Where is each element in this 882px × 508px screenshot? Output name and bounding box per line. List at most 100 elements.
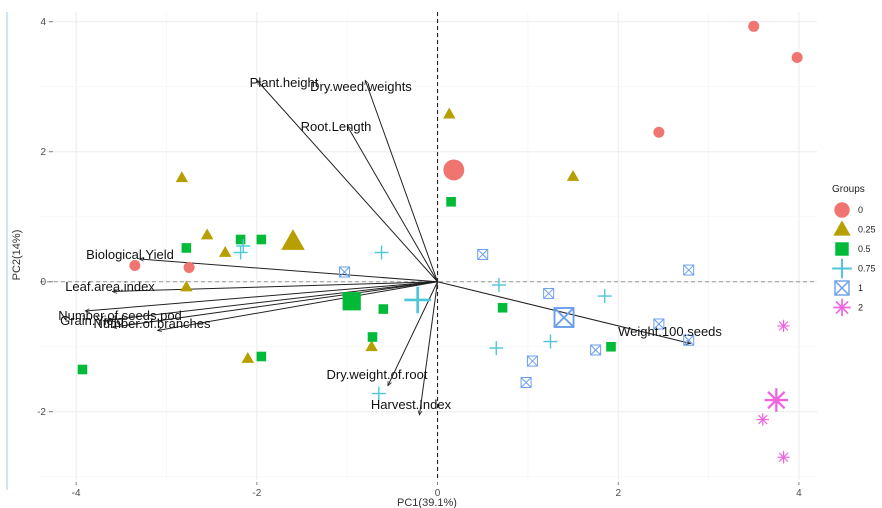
loading-label: Plant.height [250,75,319,90]
x-tick-label: -4 [72,488,81,499]
data-point [365,340,378,352]
x-tick-label: 2 [615,488,621,499]
data-point [497,302,508,313]
data-point [543,287,555,299]
data-point [683,264,695,276]
y-tick-label: 4 [40,17,46,28]
data-point [653,318,665,330]
legend-label: 1 [858,283,863,293]
data-point [590,344,602,356]
data-point [777,451,790,464]
legend-key [833,220,851,236]
data-point [777,319,790,333]
legend: Groups 0 0.25 0.5 0.75 1 2 [832,184,876,317]
x-tick-label: -2 [252,488,261,499]
legend-title: Groups [832,184,865,195]
data-point [180,280,193,292]
loading-arrow [257,80,438,283]
legend-key [833,298,851,317]
data-point [443,107,456,119]
y-tick-label: 2 [40,147,46,158]
data-point [183,261,195,273]
data-point [446,197,456,207]
data-point [338,266,350,278]
data-point [219,245,232,257]
data-point [653,126,665,138]
loading-label: Number.of.seeds.pod [58,308,182,323]
legend-label: 0.25 [858,225,876,235]
data-point [235,234,246,245]
grid-lines [40,12,817,480]
data-point [77,364,88,375]
legend-key [834,202,850,218]
group-centroid [443,159,465,181]
loading-arrows [85,80,690,415]
data-point [378,304,389,314]
data-point [491,278,506,292]
data-point [489,341,504,356]
loading-arrow [346,126,438,283]
data-point [683,334,695,346]
data-point [367,332,378,342]
legend-key [834,280,850,296]
data-point [748,20,760,32]
loading-label: Grain.Yield [60,313,124,328]
group-centroid [281,229,305,250]
data-point [756,413,769,426]
x-tick-label: 0 [435,488,441,499]
data-point [566,169,580,181]
loading-label: Harvest.Index [371,397,452,412]
data-point [256,234,267,245]
y-tick-label: -2 [37,407,46,418]
data-point [597,289,612,304]
data-point [241,351,255,363]
loading-label: Dry.weed.weights [310,79,412,94]
loading-arrow [157,281,438,331]
loading-label: Leaf.area.index [65,279,155,294]
x-tick-label: 4 [796,488,802,499]
loading-label: Biological.Yield [86,247,174,262]
loading-arrow [112,281,438,292]
data-point [256,351,267,362]
legend-key [832,258,852,279]
loading-arrow [419,281,439,415]
data-point [526,355,538,367]
loading-arrow [112,281,438,328]
loading-label: Dry.weight.of.root [327,367,428,382]
group-centroid [404,286,431,314]
legend-label: 0 [858,205,863,215]
data-point [236,239,251,253]
group-centroid [342,292,361,311]
data-point [543,334,558,349]
group-centroid [553,307,575,328]
loading-label: Number.of.branches [93,316,211,331]
loading-label: Weight.100.seeds [618,324,722,339]
data-points [77,20,803,464]
loading-arrow [365,80,439,282]
data-point [233,245,248,260]
loading-arrow [103,281,438,321]
data-point [371,386,386,401]
data-point [200,228,214,240]
data-point [477,248,489,260]
x-axis-title: PC1(39.1%) [397,497,457,508]
y-tick-label: 0 [40,277,46,288]
group-centroid [764,388,789,412]
data-point [791,52,803,63]
legend-label: 2 [858,303,863,313]
data-point [520,377,532,388]
data-point [606,341,616,352]
data-point [374,245,389,260]
loading-arrow [85,281,438,311]
data-point [175,171,189,183]
data-point [181,243,192,253]
loading-arrow [437,281,691,344]
legend-label: 0.75 [858,264,876,274]
legend-label: 0.5 [858,244,871,254]
legend-key [835,242,849,256]
data-point [129,260,141,271]
axes: -4 -2 0 2 4 -2 0 2 4 [6,12,802,499]
